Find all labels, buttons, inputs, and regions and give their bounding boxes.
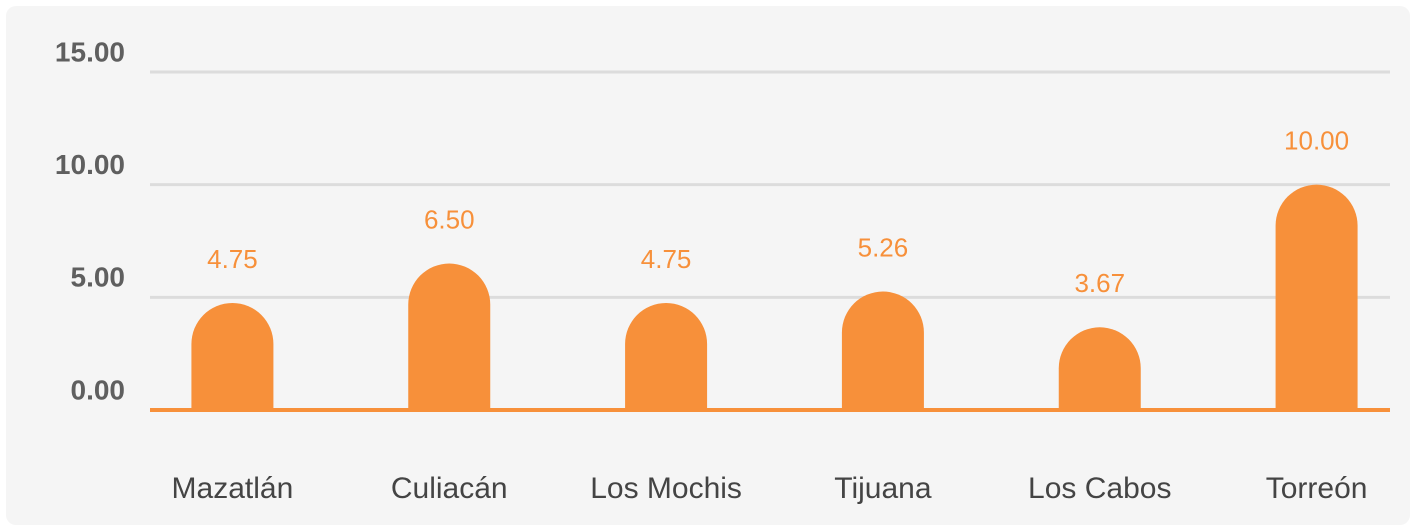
value-label: 3.67 bbox=[1074, 268, 1125, 298]
x-tick-label: Los Cabos bbox=[1028, 472, 1171, 505]
bar bbox=[1275, 184, 1358, 410]
value-label: 5.26 bbox=[858, 232, 909, 262]
x-tick-label: Tijuana bbox=[834, 472, 932, 505]
value-label: 6.50 bbox=[424, 204, 475, 234]
bar bbox=[408, 263, 491, 410]
y-tick-label: 10.00 bbox=[55, 149, 125, 180]
y-tick-label: 0.00 bbox=[71, 374, 126, 405]
value-label: 4.75 bbox=[207, 244, 258, 274]
bar bbox=[625, 302, 708, 410]
x-tick-label: Los Mochis bbox=[590, 472, 742, 505]
bar bbox=[191, 302, 274, 410]
value-label: 10.00 bbox=[1284, 126, 1349, 156]
y-tick-label: 15.00 bbox=[55, 36, 125, 67]
bar bbox=[1058, 327, 1141, 410]
x-tick-label: Culiacán bbox=[391, 472, 508, 505]
value-label: 4.75 bbox=[641, 244, 692, 274]
x-tick-label: Torreón bbox=[1266, 472, 1368, 505]
x-tick-label: Mazatlán bbox=[172, 472, 294, 505]
y-tick-label: 5.00 bbox=[71, 262, 126, 293]
bar bbox=[841, 291, 924, 410]
